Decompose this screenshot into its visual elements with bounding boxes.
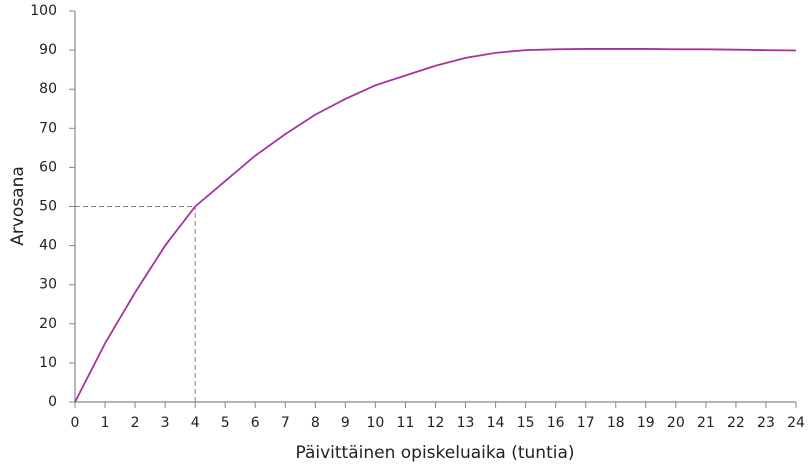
data-line [74, 48, 797, 403]
y-tick-label: 20 [39, 316, 57, 332]
y-tick-label: 80 [39, 81, 57, 97]
x-tick-label: 17 [577, 415, 595, 431]
x-tick-label: 20 [667, 415, 685, 431]
x-tick-label: 7 [281, 415, 290, 431]
x-tick-label: 9 [341, 415, 350, 431]
y-tick-label: 60 [39, 159, 57, 175]
x-tick-label: 24 [787, 415, 805, 431]
x-tick-label: 15 [517, 415, 535, 431]
x-tick-label: 14 [487, 415, 505, 431]
y-tick-label: 0 [48, 394, 57, 410]
x-tick-label: 21 [697, 415, 715, 431]
x-tick-label: 1 [101, 415, 110, 431]
x-tick-label: 8 [311, 415, 320, 431]
x-tick-label: 10 [367, 415, 385, 431]
y-tick-label: 10 [39, 355, 57, 371]
x-tick-label: 3 [161, 415, 170, 431]
x-tick-label: 16 [547, 415, 565, 431]
x-axis-title: Päivittäinen opiskeluaika (tuntia) [295, 443, 574, 463]
x-tick-label: 2 [131, 415, 140, 431]
x-tick-label: 11 [397, 415, 415, 431]
y-tick-label: 30 [39, 277, 57, 293]
x-tick-label: 0 [71, 415, 80, 431]
x-tick-label: 6 [251, 415, 260, 431]
y-tick-label: 90 [39, 42, 57, 58]
y-tick-label: 100 [30, 3, 57, 19]
x-tick-label: 4 [191, 415, 200, 431]
y-tick-label: 70 [39, 120, 57, 136]
x-tick-label: 13 [457, 415, 475, 431]
y-tick-label: 40 [39, 238, 57, 254]
x-tick-label: 22 [727, 415, 745, 431]
x-tick-label: 19 [637, 415, 655, 431]
y-axis-title: Arvosana [8, 166, 28, 246]
x-tick-label: 12 [427, 415, 445, 431]
y-tick-label: 50 [39, 199, 57, 215]
x-tick-label: 23 [757, 415, 775, 431]
x-tick-label: 5 [221, 415, 230, 431]
x-tick-label: 18 [607, 415, 625, 431]
